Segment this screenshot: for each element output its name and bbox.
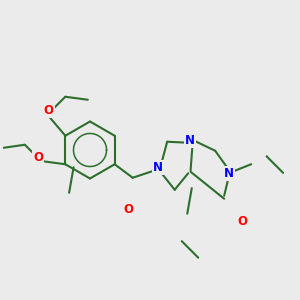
Text: O: O (123, 203, 133, 216)
Text: N: N (185, 134, 195, 147)
Text: N: N (153, 161, 163, 174)
Text: O: O (33, 151, 43, 164)
Text: O: O (237, 215, 247, 228)
Text: O: O (44, 104, 54, 117)
Text: N: N (224, 167, 234, 180)
